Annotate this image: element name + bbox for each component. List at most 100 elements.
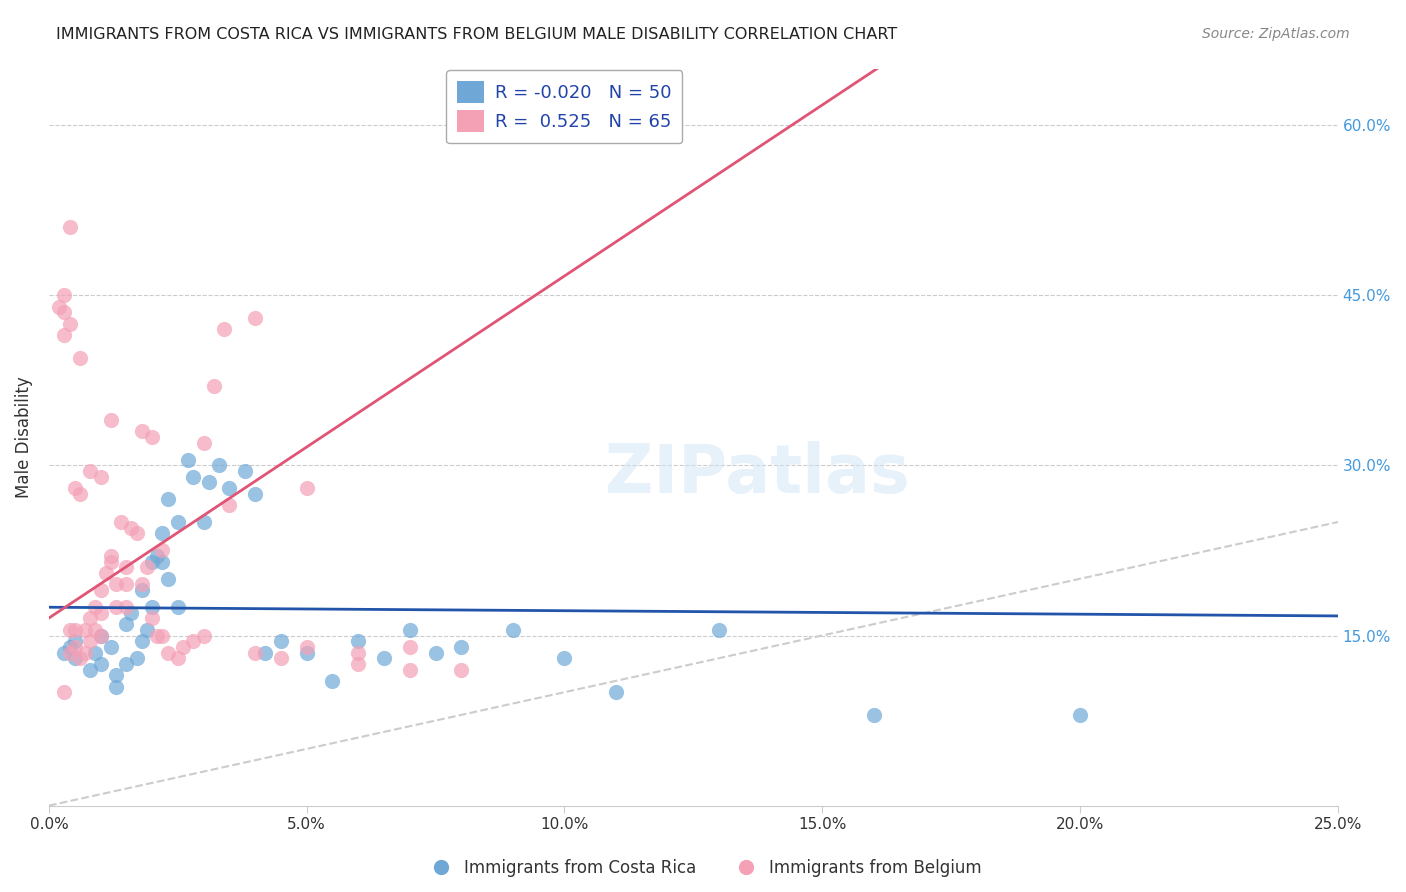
Point [425,646,447,660]
Point [115,577,138,591]
Point [120,606,142,620]
Point [166,515,188,529]
Point [94,566,117,581]
Point [63,623,86,637]
Point [58,623,80,637]
Point [347,646,370,660]
Point [150,526,173,541]
Point [146,628,169,642]
Point [120,521,142,535]
Point [63,634,86,648]
Point [212,322,235,336]
Point [69,651,91,665]
Point [398,623,420,637]
Point [79,663,101,677]
Point [53,288,76,302]
Point [69,351,91,365]
Point [131,583,153,598]
Point [53,305,76,319]
Point [115,657,138,671]
Point [218,498,240,512]
Point [373,651,395,665]
Text: Source: ZipAtlas.com: Source: ZipAtlas.com [1202,27,1350,41]
Point [100,555,122,569]
Legend: R = -0.020   N = 50, R =  0.525   N = 65: R = -0.020 N = 50, R = 0.525 N = 65 [446,70,682,143]
Point [181,469,204,483]
Point [202,379,225,393]
Point [115,560,138,574]
Point [115,600,138,615]
Point [862,707,884,722]
Point [53,685,76,699]
Point [110,515,132,529]
Point [270,634,292,648]
Point [398,663,420,677]
Point [208,458,231,473]
Point [53,328,76,343]
Point [233,464,256,478]
Point [89,657,111,671]
Point [63,640,86,654]
Point [177,452,200,467]
Point [135,623,157,637]
Point [141,430,163,444]
Point [146,549,169,563]
Point [89,469,111,483]
Point [125,526,148,541]
Point [84,646,107,660]
Point [243,310,266,325]
Point [58,220,80,235]
Point [150,555,173,569]
Point [84,623,107,637]
Point [193,435,215,450]
Point [58,646,80,660]
Point [84,600,107,615]
Point [243,646,266,660]
Point [69,487,91,501]
Point [131,634,153,648]
Point [141,555,163,569]
Point [270,651,292,665]
Point [150,628,173,642]
Point [58,317,80,331]
Point [605,685,627,699]
Point [100,549,122,563]
Y-axis label: Male Disability: Male Disability [15,376,32,498]
Point [197,475,219,490]
Legend: Immigrants from Costa Rica, Immigrants from Belgium: Immigrants from Costa Rica, Immigrants f… [418,853,988,884]
Point [156,572,179,586]
Point [141,611,163,625]
Point [115,617,138,632]
Point [79,611,101,625]
Point [89,628,111,642]
Point [135,560,157,574]
Point [125,651,148,665]
Point [450,663,472,677]
Point [89,628,111,642]
Point [79,464,101,478]
Point [79,634,101,648]
Point [100,640,122,654]
Point [398,640,420,654]
Point [131,425,153,439]
Point [1069,707,1091,722]
Point [141,600,163,615]
Point [156,646,179,660]
Point [150,543,173,558]
Point [104,668,127,682]
Point [48,300,70,314]
Point [193,515,215,529]
Point [172,640,194,654]
Point [295,481,318,495]
Text: ZIPatlas: ZIPatlas [606,441,910,507]
Point [166,651,188,665]
Point [254,646,277,660]
Point [218,481,240,495]
Point [707,623,730,637]
Point [104,600,127,615]
Point [89,583,111,598]
Point [295,640,318,654]
Point [104,577,127,591]
Point [63,651,86,665]
Point [73,623,96,637]
